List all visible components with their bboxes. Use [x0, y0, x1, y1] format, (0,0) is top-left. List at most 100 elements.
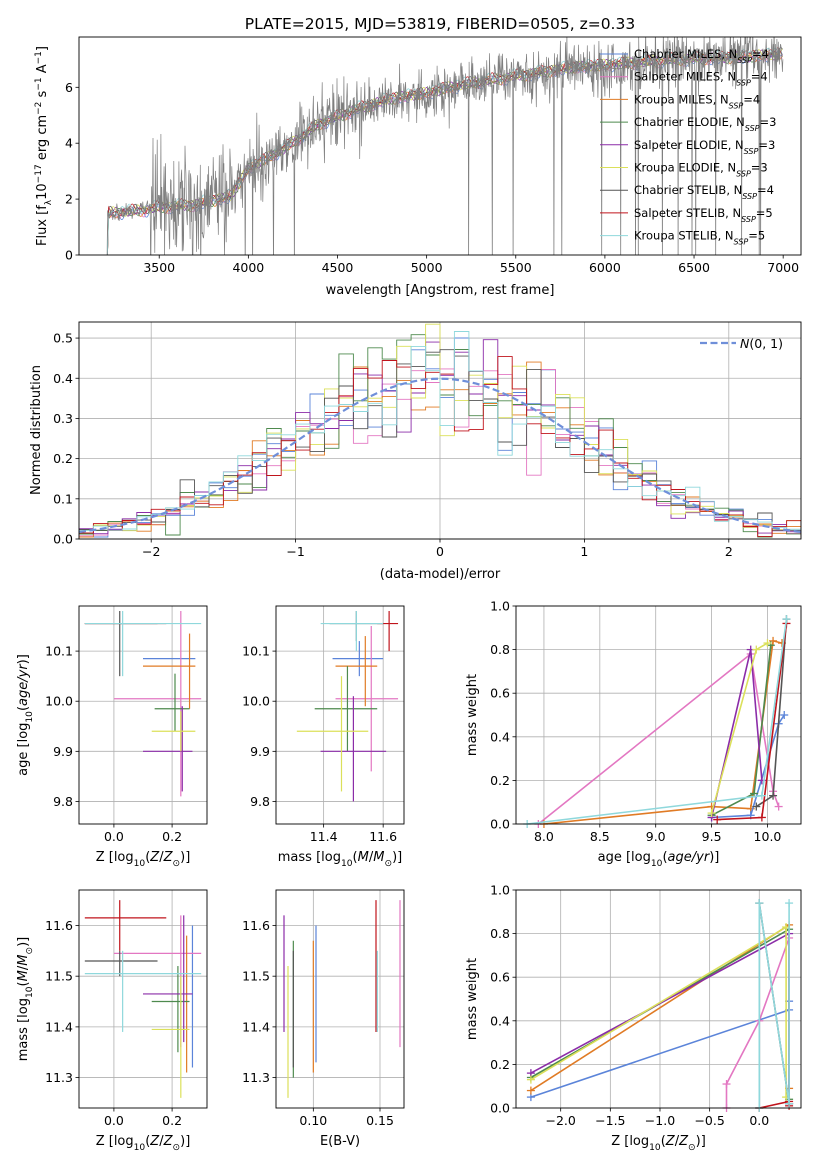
y-tick-label: 10.1 [45, 644, 73, 659]
mass_weight_vs_age-xlabel: age [log10(age/yr)] [598, 850, 720, 869]
y-tick-label: 0.8 [490, 926, 510, 941]
y-tick-label: 9.9 [53, 744, 73, 759]
spectrum-frame [78, 36, 802, 256]
mass_weight_vs_age-frame [515, 605, 802, 825]
weight-marker-kroupa_elodie [752, 645, 761, 654]
x-tick-label: 4500 [322, 260, 354, 275]
y-tick-label: 11.5 [45, 969, 73, 984]
x-tick-label: 11.4 [310, 829, 338, 844]
y-tick-label: 1.0 [490, 883, 510, 898]
y-tick-label: 0.2 [490, 773, 510, 788]
y-tick-label: 0.5 [53, 331, 73, 346]
x-tick-label: −0.5 [694, 1113, 724, 1128]
y-tick-label: 0 [65, 248, 73, 263]
legend-label: Chabrier STELIB, NSSP=4 [634, 183, 774, 201]
y-tick-label: 0.0 [53, 532, 73, 547]
y-tick-label: 10.0 [242, 694, 270, 709]
y-tick-label: 0.6 [490, 686, 510, 701]
y-tick-label: 1.0 [490, 599, 510, 614]
mass_weight_vs_Z-frame [515, 889, 802, 1109]
x-tick-label: 7000 [767, 260, 799, 275]
y-tick-label: 0.4 [490, 729, 510, 744]
axes-age_vs_mass: 11.4 11.6 9.8 9.9 10.0 10.1 [242, 606, 404, 844]
x-tick-label: 0.0 [749, 1113, 769, 1128]
figure-title: PLATE=2015, MJD=53819, FIBERID=0505, z=0… [245, 15, 635, 33]
y-tick-label: 4 [65, 136, 73, 151]
legend-label-normal: N(0, 1) [740, 336, 783, 351]
x-tick-label: 5500 [500, 260, 532, 275]
weight-line-salpeter_stelib [717, 623, 788, 821]
weight-marker-kroupa_miles [769, 636, 778, 645]
weight-line-kroupa_stelib [758, 902, 790, 1108]
legend-label: Kroupa STELIB, NSSP=5 [634, 229, 765, 247]
x-tick-label: 2 [725, 544, 733, 559]
weight-line-salpeter_miles [725, 937, 790, 1108]
legend-label: Chabrier MILES, NSSP=4 [634, 47, 769, 65]
mass_weight_vs_age-ylabel: mass weight [465, 674, 480, 756]
axes-age_vs_Z: 0.0 0.2 9.8 9.9 10.0 10.1 [45, 606, 207, 844]
x-tick-label: 0.0 [104, 1113, 124, 1128]
histogram-chabrier_stelib [79, 349, 801, 531]
weight-marker-kroupa_stelib [757, 791, 766, 800]
y-tick-label: 9.9 [250, 744, 270, 759]
axes-mass_weight_vs_Z: −2.0 −1.5 −1.0 −0.5 0.0 0.0 0.2 0.4 0.6 0.8 1.0 [490, 883, 801, 1128]
spectrum-legend: Chabrier MILES, NSSP=4 Salpeter MILES, NS… [600, 47, 776, 246]
y-tick-label: 11.4 [242, 1019, 270, 1034]
x-tick-label: 0.0 [104, 829, 124, 844]
weight-marker-kroupa_elodie [707, 809, 716, 818]
weight-marker-salpeter_miles [774, 802, 783, 811]
legend-label: Salpeter MILES, NSSP=4 [634, 70, 768, 88]
x-tick-label: −2 [142, 544, 160, 559]
observed-spectrum [106, 37, 784, 255]
legend-label: Kroupa ELODIE, NSSP=3 [634, 161, 768, 179]
weight-marker-salpeter_stelib [713, 815, 722, 824]
y-tick-label: 9.8 [53, 794, 73, 809]
weight-marker-kroupa_elodie [763, 639, 772, 648]
x-tick-label: 0 [436, 544, 444, 559]
axes-mass_vs_ebv: 0.10 0.15 11.3 11.4 11.5 11.6 [242, 890, 404, 1128]
x-tick-label: 9.5 [702, 829, 722, 844]
y-tick-label: 9.8 [250, 794, 270, 809]
legend-label: Salpeter STELIB, NSSP=5 [634, 206, 773, 224]
y-tick-label: 0.3 [53, 411, 73, 426]
y-tick-label: 11.3 [45, 1070, 73, 1085]
x-tick-label: 3500 [143, 260, 175, 275]
legend-label: Chabrier ELODIE, NSSP=3 [634, 115, 776, 133]
x-tick-label: 6500 [678, 260, 710, 275]
weight-marker-chabrier_stelib [769, 791, 778, 800]
y-tick-label: 0.0 [490, 817, 510, 832]
x-tick-label: 0.10 [299, 1113, 327, 1128]
mass_vs_Z-xlabel: Z [log10(Z/Z⊙)] [96, 1134, 191, 1153]
legend-label: Salpeter ELODIE, NSSP=3 [634, 138, 775, 156]
weight-marker-kroupa_stelib [785, 1099, 794, 1108]
x-tick-label: 1 [580, 544, 588, 559]
weight-marker-salpeter_miles [722, 1080, 731, 1089]
mass_weight_vs_Z-xlabel: Z [log10(Z/Z⊙)] [611, 1134, 706, 1153]
x-tick-label: 0.2 [162, 1113, 182, 1128]
x-tick-label: 5000 [411, 260, 443, 275]
age_vs_mass-frame [275, 605, 405, 825]
residuals-frame [78, 321, 802, 540]
weight-line-salpeter_stelib [759, 1100, 790, 1108]
y-tick-label: 0.6 [490, 970, 510, 985]
x-tick-label: −1 [286, 544, 304, 559]
y-tick-label: 11.6 [45, 918, 73, 933]
x-tick-label: −1.0 [645, 1113, 675, 1128]
x-tick-label: 4000 [232, 260, 264, 275]
x-tick-label: 11.6 [369, 829, 397, 844]
x-tick-label: 9.0 [646, 829, 666, 844]
residuals-xlabel: (data-model)/error [380, 567, 501, 582]
y-tick-label: 11.6 [242, 918, 270, 933]
y-tick-label: 0.4 [490, 1013, 510, 1028]
y-tick-label: 11.5 [242, 969, 270, 984]
y-tick-label: 0.2 [53, 451, 73, 466]
y-tick-label: 0.4 [53, 371, 73, 386]
weight-marker-kroupa_elodie [526, 1075, 535, 1084]
mass_vs_ebv-xlabel: E(B-V) [320, 1134, 360, 1149]
y-tick-label: 0.8 [490, 642, 510, 657]
y-tick-label: 0.2 [490, 1057, 510, 1072]
y-tick-label: 10.1 [242, 644, 270, 659]
y-tick-label: 11.4 [45, 1019, 73, 1034]
age_vs_Z-frame [78, 605, 208, 825]
